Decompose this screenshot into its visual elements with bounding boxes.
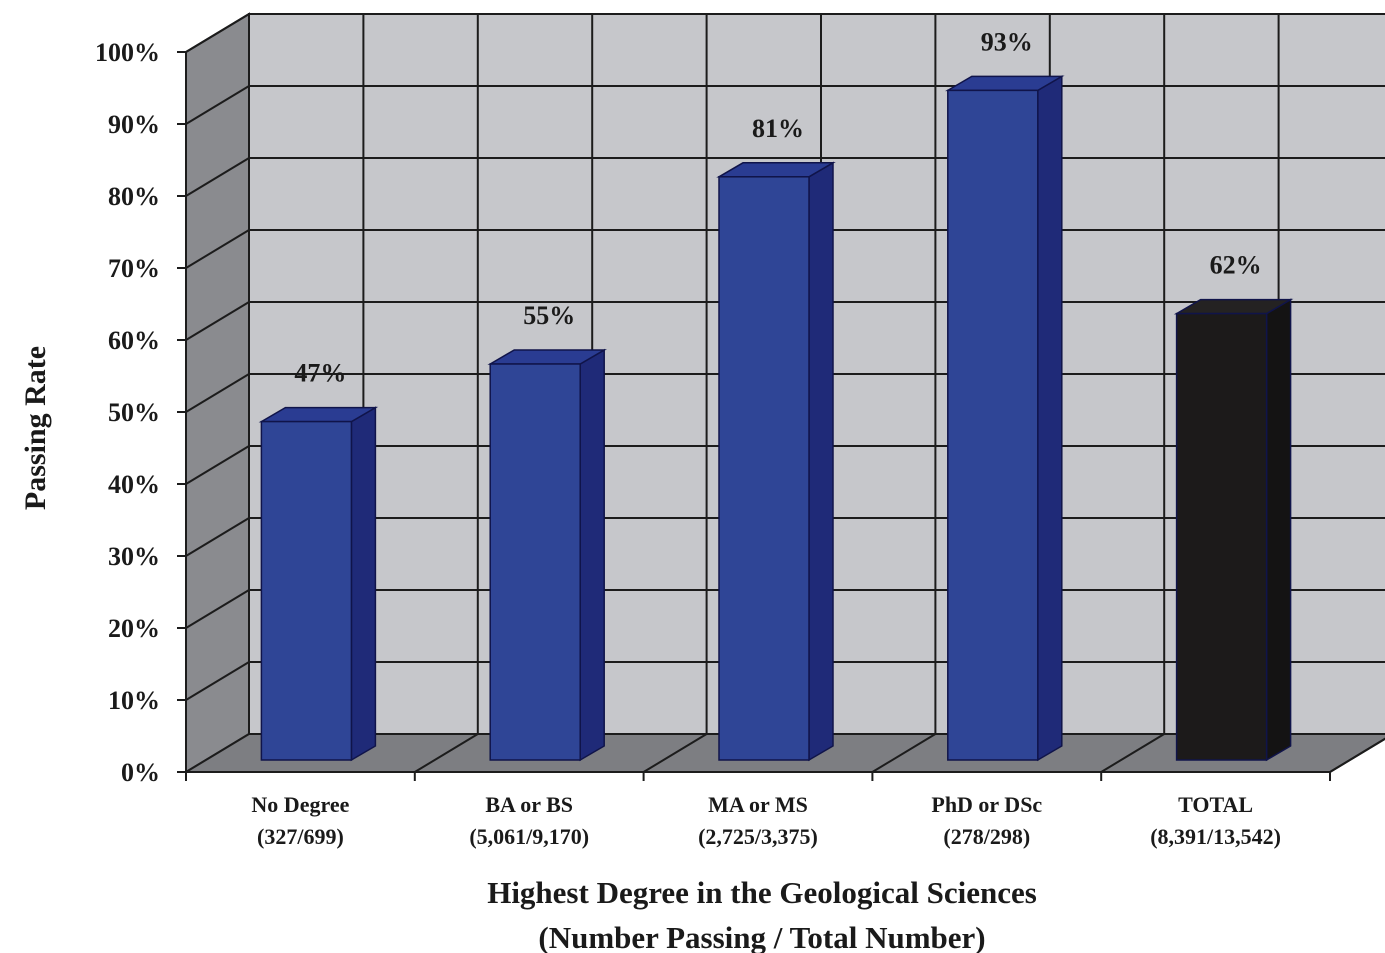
floor-line: [643, 733, 708, 773]
y-axis-ticks: 0% 10% 20% 30% 40% 50% 60% 70% 80% 90% 100%: [95, 38, 1331, 787]
category-counts: (2,725/3,375): [698, 824, 818, 849]
gridline-side: [185, 589, 250, 629]
data-labels: 47% 55% 81% 93% 62%: [294, 27, 1261, 387]
bar-side: [1037, 75, 1063, 762]
bar-0: [258, 406, 379, 762]
category-counts: (8,391/13,542): [1150, 824, 1281, 849]
bar-1: [487, 348, 607, 762]
y-tick-label: 0%: [121, 758, 160, 787]
floor-line: [414, 733, 479, 773]
gridline-side: [185, 229, 250, 269]
category-counts: (327/699): [257, 824, 344, 849]
y-tick-label: 50%: [108, 398, 160, 427]
floor-line: [1329, 737, 1385, 773]
data-label: 93%: [981, 27, 1033, 56]
gridline-side: [185, 517, 250, 557]
y-tick-label: 40%: [108, 470, 160, 499]
y-tick-label: 30%: [108, 542, 160, 571]
bar-side: [1265, 298, 1292, 762]
gridline-side: [185, 445, 250, 485]
bar-2: [716, 161, 836, 762]
category-label: MA or MS: [708, 792, 808, 817]
category-counts: (5,061/9,170): [469, 824, 589, 849]
bar-front: [718, 176, 810, 761]
gridline-side: [185, 13, 250, 53]
y-axis-title: Passing Rate: [19, 346, 52, 510]
floor-line: [1100, 733, 1165, 773]
gridline-side: [185, 157, 250, 197]
bars: [258, 75, 1294, 762]
category-label: BA or BS: [485, 792, 573, 817]
gridline-side: [185, 85, 250, 125]
bar-side: [808, 161, 834, 762]
gridline-side: [185, 661, 250, 701]
y-tick-label: 20%: [108, 614, 160, 643]
data-label: 62%: [1210, 251, 1262, 280]
y-tick-label: 100%: [95, 38, 160, 67]
bar-side: [579, 348, 605, 762]
category-label: No Degree: [251, 792, 349, 817]
y-tick-label: 90%: [108, 110, 160, 139]
x-axis-categories: No Degree (327/699) BA or BS (5,061/9,170) M…: [251, 792, 1281, 849]
bar-3: [945, 75, 1065, 762]
gridline-side: [185, 373, 250, 413]
y-tick-label: 70%: [108, 254, 160, 283]
bar-side: [350, 406, 377, 762]
y-tick-label: 80%: [108, 182, 160, 211]
data-label: 55%: [523, 301, 575, 330]
y-tick-label: 60%: [108, 326, 160, 355]
bar-front: [489, 363, 581, 761]
bar-front: [947, 89, 1039, 761]
x-axis-title: Highest Degree in the Geological Science…: [487, 875, 1037, 910]
x-axis-title-line2: (Number Passing / Total Number): [538, 920, 985, 953]
category-label: PhD or DSc: [931, 792, 1042, 817]
data-label: 81%: [752, 114, 804, 143]
y-tick-label: 10%: [108, 686, 160, 715]
category-label: TOTAL: [1178, 792, 1253, 817]
bar-4: [1173, 298, 1294, 762]
category-counts: (278/298): [943, 824, 1030, 849]
bar-front: [1175, 312, 1268, 761]
bar-front: [260, 420, 353, 761]
data-label: 47%: [294, 359, 346, 388]
floor-line: [871, 733, 936, 773]
gridline-side: [185, 301, 250, 341]
